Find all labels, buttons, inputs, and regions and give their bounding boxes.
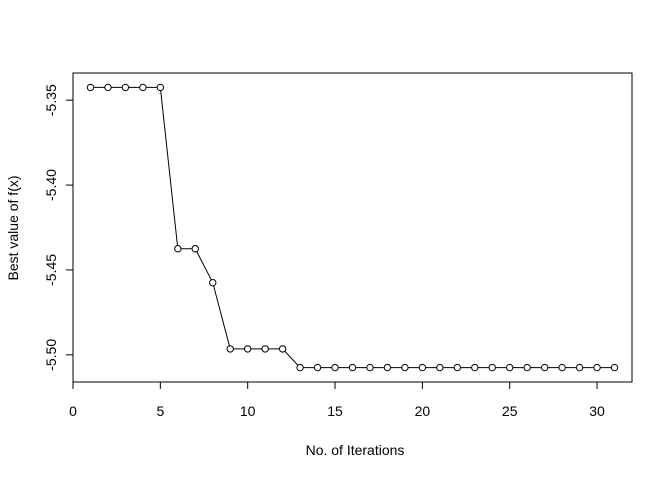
data-point [523, 363, 531, 372]
data-point [209, 278, 217, 287]
data-point [174, 245, 182, 253]
data-point [86, 83, 95, 92]
x-axis: 0 5 10 15 20 25 30 [69, 381, 605, 419]
data-point [593, 363, 601, 372]
x-tick-label: 30 [589, 403, 605, 419]
series-line [90, 86, 615, 369]
x-tick-label: 10 [240, 403, 256, 419]
data-point [121, 83, 130, 92]
data-point [278, 345, 287, 353]
data-point [401, 363, 409, 372]
data-point [296, 363, 304, 372]
x-tick-label: 20 [415, 403, 431, 419]
y-tick-label: -5.45 [43, 254, 59, 286]
data-point [191, 245, 199, 253]
y-tick-label: -5.40 [43, 169, 59, 201]
data-points [86, 83, 619, 372]
y-tick-label: -5.50 [43, 339, 59, 371]
data-point [488, 363, 496, 372]
data-point [348, 363, 357, 372]
data-point [383, 363, 392, 372]
y-tick-label: -5.35 [43, 84, 59, 116]
data-point [506, 363, 514, 372]
x-tick-label: 5 [156, 403, 164, 419]
data-point [104, 83, 112, 92]
data-point [156, 83, 165, 92]
data-point [366, 363, 374, 372]
data-point [436, 363, 444, 372]
plot-frame [72, 72, 633, 383]
y-axis-title: Best value of f(x) [5, 175, 21, 280]
data-point [540, 363, 549, 372]
data-point [471, 363, 479, 372]
data-point [610, 363, 619, 372]
data-point [558, 363, 566, 372]
x-tick-label: 0 [69, 403, 77, 419]
data-point [226, 345, 234, 353]
data-point [139, 83, 147, 92]
data-point [313, 363, 322, 372]
x-tick-label: 25 [502, 403, 518, 419]
data-point [243, 345, 252, 353]
y-axis: -5.35 -5.40 -5.45 -5.50 [43, 84, 74, 371]
x-tick-label: 15 [327, 403, 343, 419]
x-axis-title: No. of Iterations [306, 442, 405, 458]
data-point [331, 363, 339, 372]
data-point [453, 363, 462, 372]
data-point [575, 363, 584, 372]
data-point [418, 363, 427, 372]
data-point [261, 345, 269, 353]
